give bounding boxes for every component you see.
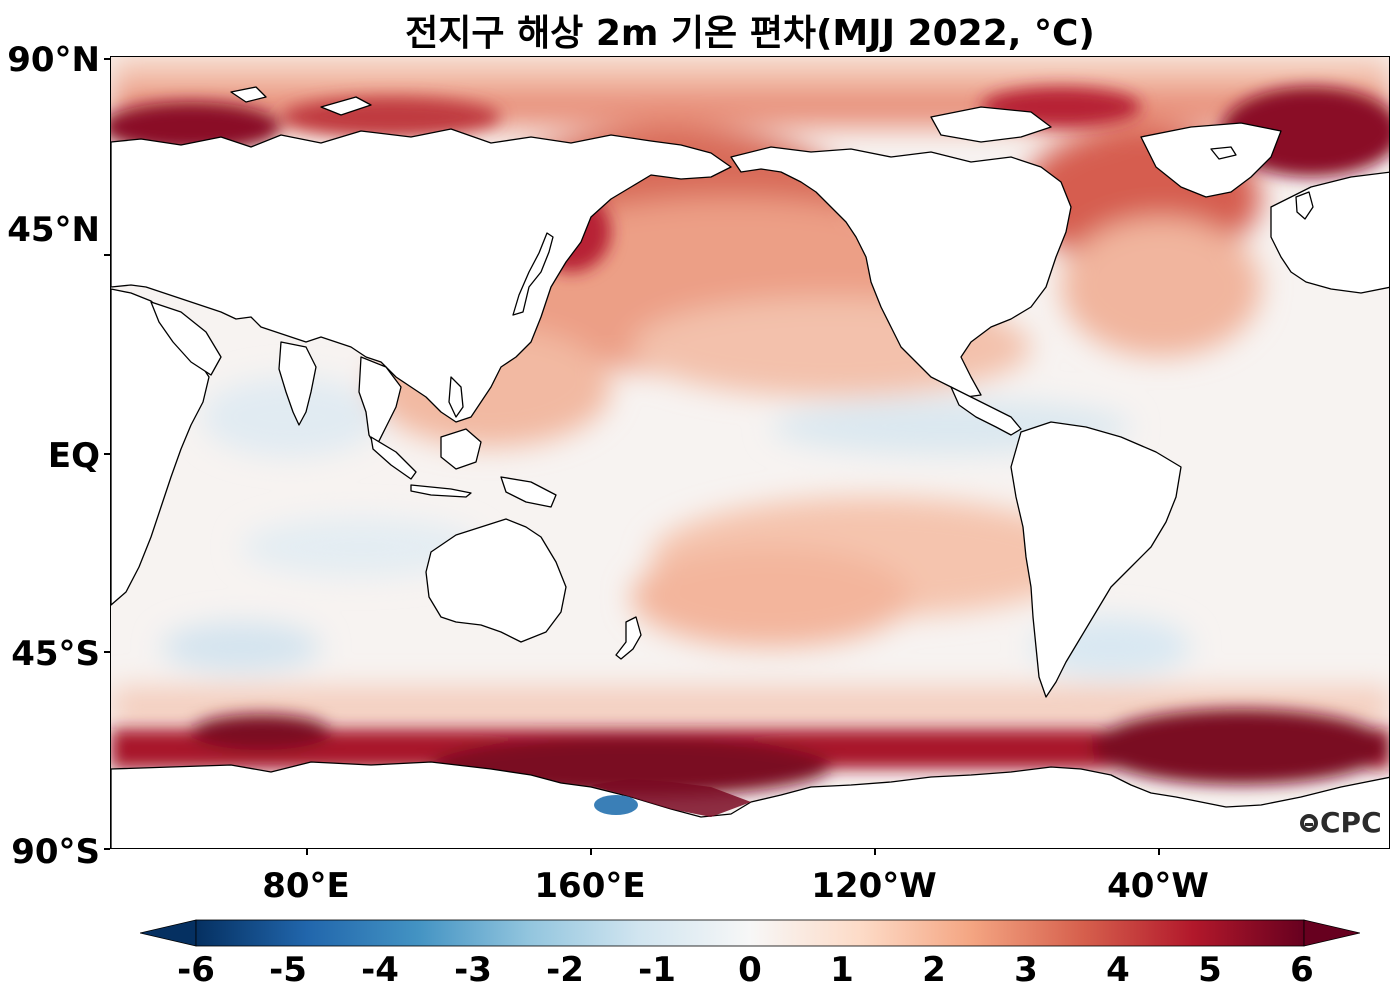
lat-tick (104, 254, 110, 256)
lat-tick (104, 453, 110, 455)
lon-tick (1158, 849, 1160, 855)
anomaly-map (110, 56, 1390, 849)
lat-label-90n: 90°N (7, 40, 100, 80)
continents (111, 86, 1389, 848)
lon-tick (874, 849, 876, 855)
eurasia-land (111, 128, 732, 423)
arctic-islands-land (930, 106, 1052, 143)
cb-tick-neg2: -2 (546, 950, 584, 990)
lat-label-90s: 90°S (11, 832, 100, 872)
colorbar (140, 919, 1360, 947)
cb-tick-4: 4 (1106, 950, 1130, 990)
japan-land (512, 232, 554, 316)
southamerica-land (1010, 421, 1182, 698)
cb-tick-2: 2 (922, 950, 946, 990)
cb-tick-neg1: -1 (638, 950, 676, 990)
lon-label-80e: 80°E (262, 866, 350, 906)
sumatra-land (370, 436, 417, 480)
cb-tick-5: 5 (1198, 950, 1222, 990)
antarctica-land (111, 761, 1389, 848)
britain-land (1295, 191, 1314, 220)
cb-tick-1: 1 (830, 950, 854, 990)
lat-label-45s: 45°S (11, 634, 100, 674)
philippines-land (448, 376, 464, 418)
northamerica-land (730, 146, 1072, 398)
cb-tick-0: 0 (738, 950, 762, 990)
newguinea-land (500, 476, 557, 508)
india-land (278, 341, 317, 426)
cb-tick-neg5: -5 (269, 950, 307, 990)
indochina-land (358, 356, 402, 448)
logo-icon (1300, 813, 1318, 832)
centralamerica-land (950, 386, 1022, 436)
lon-tick (590, 849, 592, 855)
novaya-land (320, 96, 372, 116)
logo-text: CPC (1320, 806, 1382, 839)
colorbar-gradient (195, 919, 1305, 947)
colorbar-max-arrow (1303, 919, 1360, 947)
java-land (410, 484, 472, 498)
cpc-logo: CPC (1300, 806, 1382, 839)
lon-tick (306, 849, 308, 855)
svalbard-land (230, 86, 267, 103)
newzealand-land (615, 616, 642, 660)
cb-tick-neg6: -6 (177, 950, 215, 990)
lon-label-160e: 160°E (534, 866, 646, 906)
australia-land (425, 518, 567, 643)
lat-tick (104, 651, 110, 653)
colorbar-min-arrow (140, 919, 197, 947)
map-title: 전지구 해상 2m 기온 편차(MJJ 2022, °C) (405, 13, 1095, 54)
cb-tick-neg4: -4 (361, 950, 399, 990)
peninsula-anomaly (591, 779, 751, 817)
lat-tick (104, 848, 110, 850)
lat-label-eq: EQ (47, 436, 100, 476)
cb-tick-3: 3 (1014, 950, 1038, 990)
lat-tick (104, 58, 110, 60)
lon-label-40w: 40°W (1107, 866, 1209, 906)
borneo-land (440, 428, 482, 470)
greenland-land (1140, 122, 1282, 198)
lon-label-120w: 120°W (811, 866, 937, 906)
cb-tick-6: 6 (1290, 950, 1314, 990)
lat-label-45n: 45°N (7, 210, 100, 250)
arabia-land (150, 301, 222, 376)
ross-sea-cool (594, 795, 638, 815)
cb-tick-neg3: -3 (454, 950, 492, 990)
iceland-land (1210, 146, 1237, 160)
anomaly-map-svg (111, 57, 1389, 848)
